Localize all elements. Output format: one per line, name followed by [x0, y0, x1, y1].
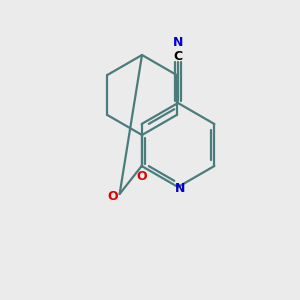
Text: N: N [173, 37, 183, 50]
Text: O: O [107, 190, 118, 202]
Text: C: C [173, 50, 183, 64]
Text: N: N [175, 182, 185, 194]
Text: O: O [137, 170, 147, 184]
